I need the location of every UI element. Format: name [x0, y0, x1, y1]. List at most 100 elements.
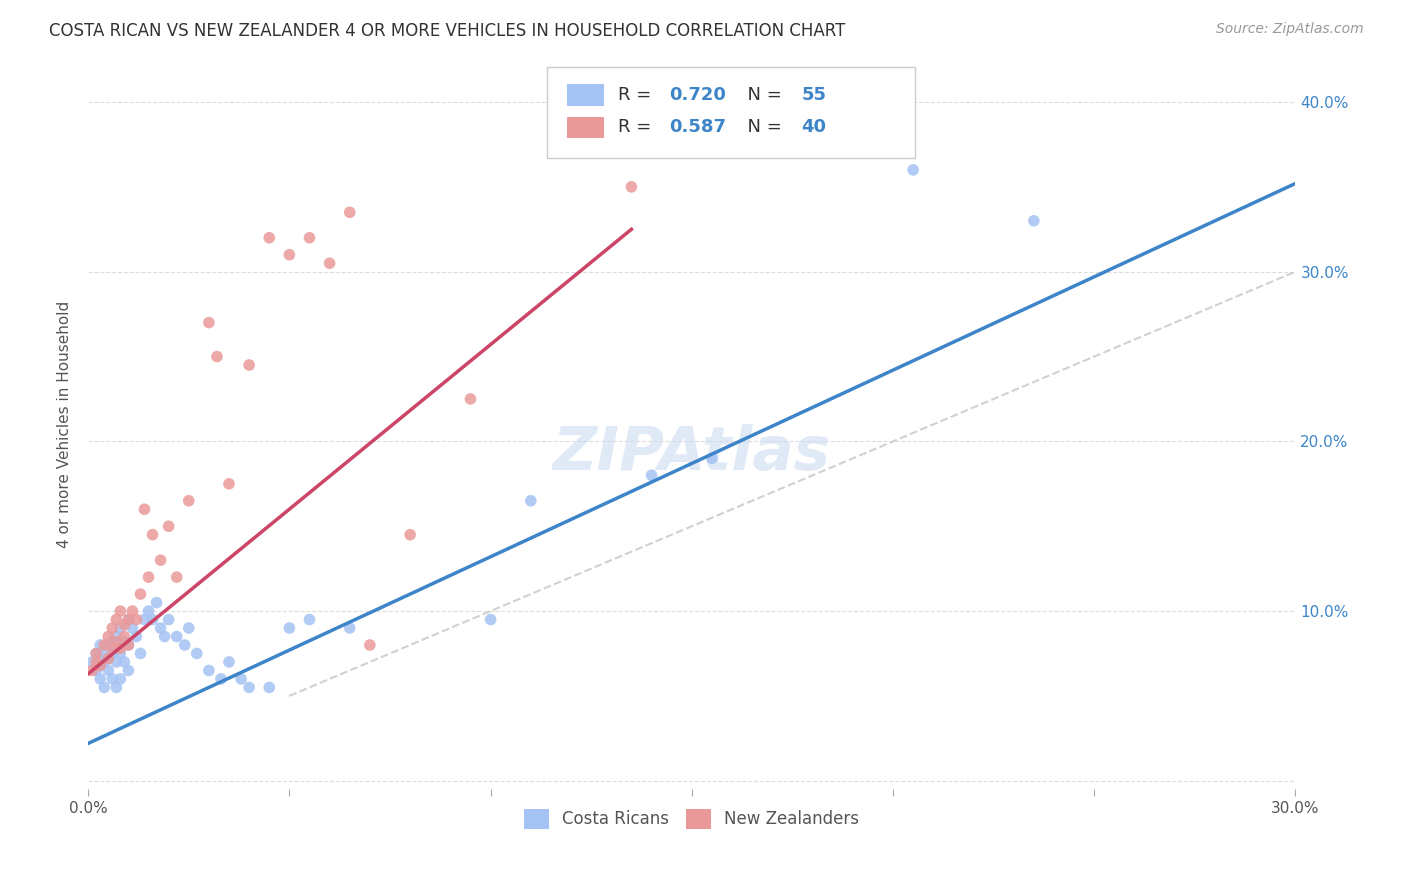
- Point: [112, 634, 135, 648]
- Point: [93, 647, 115, 661]
- Point: [229, 672, 252, 686]
- Point: [97, 630, 120, 644]
- Point: [141, 527, 163, 541]
- Point: [134, 613, 156, 627]
- Point: [117, 638, 139, 652]
- Point: [257, 681, 280, 695]
- Point: [110, 647, 132, 661]
- Point: [101, 672, 124, 686]
- Point: [110, 604, 132, 618]
- Point: [460, 392, 482, 406]
- Point: [121, 621, 143, 635]
- Point: [901, 162, 924, 177]
- Point: [125, 613, 148, 627]
- Point: [318, 256, 340, 270]
- Point: [238, 358, 260, 372]
- Point: [117, 613, 139, 627]
- Text: ZIPAtlas: ZIPAtlas: [553, 424, 831, 483]
- Text: 0.720: 0.720: [669, 86, 725, 103]
- Point: [177, 493, 200, 508]
- Point: [84, 664, 107, 678]
- Point: [82, 664, 104, 678]
- Point: [101, 621, 124, 635]
- Point: [198, 664, 221, 678]
- Point: [101, 647, 124, 661]
- Point: [218, 476, 240, 491]
- Point: [153, 630, 176, 644]
- Point: [117, 613, 139, 627]
- Point: [89, 672, 111, 686]
- Point: [298, 613, 321, 627]
- Point: [101, 634, 124, 648]
- Point: [112, 630, 135, 644]
- Point: [166, 630, 188, 644]
- Point: [186, 647, 208, 661]
- Text: 0.587: 0.587: [669, 119, 725, 136]
- Point: [89, 658, 111, 673]
- Point: [117, 664, 139, 678]
- Text: R =: R =: [619, 119, 657, 136]
- Point: [82, 655, 104, 669]
- Point: [93, 638, 115, 652]
- Point: [359, 638, 381, 652]
- Point: [138, 570, 160, 584]
- Point: [84, 655, 107, 669]
- Point: [157, 519, 180, 533]
- Point: [112, 655, 135, 669]
- Point: [257, 231, 280, 245]
- Text: COSTA RICAN VS NEW ZEALANDER 4 OR MORE VEHICLES IN HOUSEHOLD CORRELATION CHART: COSTA RICAN VS NEW ZEALANDER 4 OR MORE V…: [49, 22, 845, 40]
- Point: [97, 638, 120, 652]
- Point: [93, 681, 115, 695]
- Point: [97, 651, 120, 665]
- Point: [134, 502, 156, 516]
- Point: [145, 596, 167, 610]
- Point: [198, 316, 221, 330]
- Point: [209, 672, 232, 686]
- Point: [177, 621, 200, 635]
- Point: [105, 630, 128, 644]
- Point: [700, 451, 723, 466]
- Point: [84, 647, 107, 661]
- Y-axis label: 4 or more Vehicles in Household: 4 or more Vehicles in Household: [58, 301, 72, 548]
- Point: [110, 621, 132, 635]
- Point: [205, 350, 228, 364]
- Text: R =: R =: [619, 86, 657, 103]
- Point: [117, 638, 139, 652]
- Point: [89, 638, 111, 652]
- Point: [149, 621, 172, 635]
- Point: [84, 647, 107, 661]
- Point: [620, 179, 643, 194]
- FancyBboxPatch shape: [547, 67, 915, 158]
- Point: [157, 613, 180, 627]
- Point: [1022, 214, 1045, 228]
- Text: N =: N =: [737, 119, 787, 136]
- Point: [110, 672, 132, 686]
- Point: [97, 664, 120, 678]
- Point: [129, 587, 152, 601]
- Point: [238, 681, 260, 695]
- Point: [105, 681, 128, 695]
- Point: [97, 651, 120, 665]
- Point: [520, 493, 543, 508]
- Point: [339, 205, 361, 219]
- Point: [218, 655, 240, 669]
- Point: [105, 613, 128, 627]
- Point: [125, 630, 148, 644]
- Text: N =: N =: [737, 86, 787, 103]
- Text: Source: ZipAtlas.com: Source: ZipAtlas.com: [1216, 22, 1364, 37]
- Legend: Costa Ricans, New Zealanders: Costa Ricans, New Zealanders: [517, 802, 866, 836]
- Point: [112, 617, 135, 632]
- Point: [399, 527, 422, 541]
- Point: [89, 658, 111, 673]
- FancyBboxPatch shape: [568, 84, 603, 105]
- Point: [138, 604, 160, 618]
- Point: [278, 248, 301, 262]
- Point: [141, 613, 163, 627]
- Point: [101, 641, 124, 656]
- Point: [339, 621, 361, 635]
- Text: 40: 40: [801, 119, 827, 136]
- Point: [105, 634, 128, 648]
- Point: [129, 647, 152, 661]
- Point: [479, 613, 502, 627]
- Point: [173, 638, 195, 652]
